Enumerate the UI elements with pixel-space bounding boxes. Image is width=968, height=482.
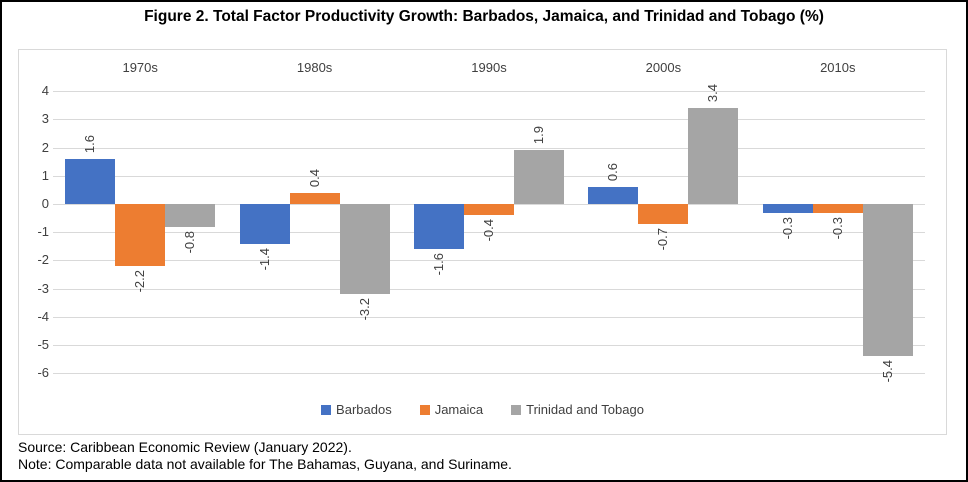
- category-label-1990s: 1990s: [471, 60, 507, 75]
- legend-label: Trinidad and Tobago: [526, 402, 644, 417]
- legend: Barbados Jamaica Trinidad and Tobago: [19, 402, 946, 417]
- bar-value-label: 0.4: [306, 168, 322, 187]
- legend-item: Jamaica: [419, 402, 484, 417]
- gridline: [53, 373, 925, 375]
- gridline: [53, 91, 925, 93]
- gridline: [53, 316, 925, 318]
- bar-value-label: -0.8: [182, 230, 198, 253]
- y-axis-tick-label: -5: [37, 337, 49, 352]
- legend-swatch-icon: [321, 404, 332, 415]
- bar-value-label: -1.6: [431, 253, 446, 276]
- gridline: [53, 147, 925, 149]
- gridline: [53, 232, 925, 234]
- gridline: [53, 175, 925, 177]
- bar-barbados-2000s: [588, 187, 639, 204]
- bar-barbados-2010s: [762, 204, 813, 213]
- legend-label: Jamaica: [434, 402, 484, 417]
- bar-value-label: -5.4: [879, 360, 895, 383]
- category-label-2010s: 2010s: [820, 60, 856, 75]
- bar-jamaica-1970s: [115, 204, 166, 266]
- bar-value-label: -1.4: [256, 247, 272, 270]
- legend-item: Trinidad and Tobago: [511, 402, 644, 417]
- gridline: [53, 288, 925, 290]
- bar-value-label: 1.6: [82, 134, 98, 153]
- y-axis-tick-label: 0: [41, 196, 49, 211]
- figure-title: Figure 2. Total Factor Productivity Grow…: [144, 8, 824, 25]
- bar-jamaica-1990s: [464, 204, 514, 216]
- y-axis-tick-label: -6: [37, 365, 49, 381]
- legend-swatch-icon: [511, 404, 522, 415]
- y-axis-tick-label: -1: [37, 224, 49, 240]
- bar-barbados-1980s: [239, 204, 290, 244]
- bar-barbados-1970s: [65, 158, 116, 204]
- bar-value-label: 1.9: [531, 126, 546, 145]
- footnotes: Source: Caribbean Economic Review (Janua…: [18, 439, 958, 472]
- bar-value-label: -0.3: [829, 216, 845, 239]
- y-axis-tick-label: 4: [41, 83, 49, 99]
- bar-trinidad-and-tobago-1970s: [165, 204, 216, 227]
- bar-value-label: -0.3: [779, 216, 795, 239]
- bar-jamaica-2000s: [638, 204, 689, 224]
- bar-trinidad-and-tobago-2000s: [688, 108, 739, 204]
- bar-value-label: 0.6: [605, 163, 621, 182]
- y-axis-tick-label: 1: [41, 167, 49, 183]
- category-label-2000s: 2000s: [645, 60, 682, 75]
- legend-label: Barbados: [336, 402, 392, 417]
- bar-value-label: -2.2: [132, 270, 148, 293]
- gridline: [53, 345, 925, 346]
- legend-swatch-icon: [419, 404, 430, 415]
- note-line: Note: Comparable data not available for …: [18, 455, 512, 472]
- y-axis-tick-label: 2: [41, 139, 49, 155]
- y-axis-tick-label: -4: [37, 308, 49, 324]
- category-label-1980s: 1980s: [296, 60, 333, 75]
- bar-value-label: -0.7: [655, 227, 671, 251]
- bar-barbados-1990s: [414, 204, 464, 250]
- legend-item: Barbados: [321, 402, 392, 417]
- y-axis-tick-label: -2: [37, 252, 49, 268]
- gridline: [53, 119, 925, 121]
- bar-value-label: -3.2: [356, 298, 372, 321]
- bar-value-label: 3.4: [705, 84, 721, 103]
- bar-trinidad-and-tobago-2010s: [862, 204, 913, 357]
- source-line: Source: Caribbean Economic Review (Janua…: [18, 439, 352, 455]
- bar-jamaica-2010s: [812, 204, 863, 213]
- gridline: [53, 260, 925, 262]
- category-label-1970s: 1970s: [122, 60, 158, 75]
- bar-jamaica-1980s: [289, 192, 340, 204]
- bar-trinidad-and-tobago-1980s: [339, 204, 390, 295]
- bar-value-label: -0.4: [481, 219, 496, 242]
- chart-plot-area: 4 3 2 1 0 -1 -2 -3 -4 -5 -6 1970s 1980s 1990s 2000s 201…: [18, 49, 947, 435]
- y-axis-tick-label: 3: [41, 111, 49, 127]
- y-axis-tick-label: -3: [37, 280, 49, 296]
- bar-trinidad-and-tobago-1990s: [514, 150, 564, 204]
